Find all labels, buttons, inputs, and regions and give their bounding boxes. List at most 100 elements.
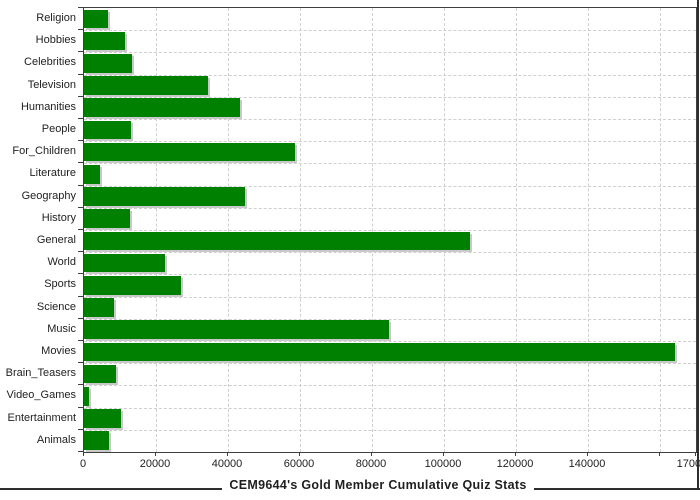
gridline-horizontal: [84, 252, 696, 254]
y-axis-label: Humanities: [20, 100, 76, 113]
y-axis-tick: [78, 406, 83, 408]
y-axis-label: History: [41, 211, 76, 224]
x-axis-tick: [299, 452, 300, 456]
y-axis-label: Literature: [29, 167, 76, 180]
y-axis-tick: [78, 317, 83, 319]
gridline-horizontal: [84, 318, 696, 320]
gridline-horizontal: [84, 119, 696, 120]
bar-humanities: [84, 98, 240, 117]
x-axis-tick-label: 60000: [283, 458, 315, 470]
y-axis-tick: [78, 251, 83, 253]
y-axis-label: People: [41, 123, 76, 135]
chart-title: CEM9644's Gold Member Cumulative Quiz St…: [222, 478, 534, 492]
y-axis-label: World: [47, 256, 76, 269]
gridline-horizontal: [84, 429, 696, 431]
bar-video_games: [84, 386, 89, 406]
gridline-horizontal: [84, 296, 696, 298]
y-axis-tick: [78, 206, 83, 208]
y-axis-label: Television: [27, 78, 76, 91]
panel-border-right: [697, 0, 699, 490]
y-axis-label: Religion: [36, 12, 76, 24]
gridline-horizontal: [84, 341, 696, 342]
gridline-horizontal: [84, 96, 696, 98]
x-axis-tick-label: 120000: [496, 458, 534, 470]
chart-title-row: CEM9644's Gold Member Cumulative Quiz St…: [56, 476, 700, 494]
y-axis-label: Sports: [44, 278, 76, 291]
x-axis-tick-label: 140000: [568, 458, 606, 470]
gridline-horizontal: [84, 30, 696, 32]
bar-world: [84, 253, 165, 273]
y-axis-tick: [78, 273, 83, 275]
x-axis-tick-label: 170000: [676, 458, 700, 470]
gridline-horizontal: [84, 163, 696, 165]
y-axis-label: Brain_Teasers: [5, 367, 76, 380]
bar-hobbies: [84, 31, 125, 51]
x-axis-tick-label: 0: [79, 458, 87, 470]
gridline-horizontal: [84, 185, 696, 187]
y-axis-tick: [78, 29, 83, 31]
gridline-horizontal: [84, 230, 696, 231]
y-axis-tick: [78, 162, 83, 164]
y-axis-label: For_Children: [12, 145, 76, 158]
x-axis-tick: [587, 452, 588, 456]
y-axis-label: Celebrities: [24, 56, 76, 69]
bar-history: [84, 209, 131, 228]
gridline-horizontal: [84, 141, 696, 143]
gridline-horizontal: [84, 363, 696, 365]
y-axis-label: Entertainment: [7, 411, 76, 424]
x-axis-tick: [227, 452, 228, 456]
x-axis-tick-label: 20000: [139, 458, 171, 470]
bar-people: [84, 120, 131, 140]
y-axis-label: Movies: [41, 345, 76, 357]
y-axis-tick: [78, 362, 83, 364]
gridline-horizontal: [84, 274, 696, 276]
bar-general: [84, 231, 470, 251]
bar-geography: [84, 187, 246, 206]
x-axis-tick: [695, 452, 696, 456]
y-axis-label: Hobbies: [35, 34, 76, 47]
y-axis-tick: [78, 428, 83, 430]
x-axis-tick-label: 100000: [424, 458, 462, 470]
bar-entertainment: [84, 409, 122, 428]
x-axis-tick: [515, 452, 516, 456]
y-axis-tick: [78, 7, 83, 8]
x-axis-tick: [155, 452, 156, 456]
bar-animals: [84, 431, 110, 450]
bar-science: [84, 298, 115, 317]
x-axis-tick: [659, 452, 660, 456]
bar-literature: [84, 164, 100, 184]
plot-area: [83, 7, 697, 453]
x-axis-tick-label: 40000: [211, 458, 243, 470]
y-axis-tick: [78, 340, 83, 341]
y-axis-tick: [78, 140, 83, 142]
bar-brain_teasers: [84, 364, 116, 384]
gridline-horizontal: [84, 385, 696, 387]
x-axis-tick: [443, 452, 444, 456]
y-axis-tick: [78, 95, 83, 97]
bar-music: [84, 320, 389, 339]
y-axis-label: Video_Games: [6, 389, 76, 402]
y-axis-label: Science: [36, 300, 76, 313]
y-axis-tick: [78, 295, 83, 297]
y-axis-tick: [78, 184, 83, 186]
bar-celebrities: [84, 53, 132, 73]
bar-religion: [84, 9, 108, 29]
y-axis-tick: [78, 229, 83, 230]
y-axis-tick: [78, 118, 83, 119]
x-axis-tick: [83, 452, 84, 456]
gridline-horizontal: [84, 407, 696, 409]
bar-sports: [84, 275, 182, 295]
gridline-horizontal: [84, 52, 696, 54]
y-axis-label: Geography: [21, 189, 76, 202]
y-axis-label: Music: [47, 322, 76, 335]
x-axis-tick: [371, 452, 372, 456]
bar-television: [84, 76, 209, 95]
y-axis-label: General: [36, 234, 76, 246]
y-axis-tick: [78, 51, 83, 53]
bar-for_children: [84, 142, 295, 162]
gridline-horizontal: [84, 207, 696, 209]
y-axis-tick: [78, 73, 83, 75]
bar-movies: [84, 342, 676, 362]
y-axis-label: Animals: [36, 433, 76, 446]
